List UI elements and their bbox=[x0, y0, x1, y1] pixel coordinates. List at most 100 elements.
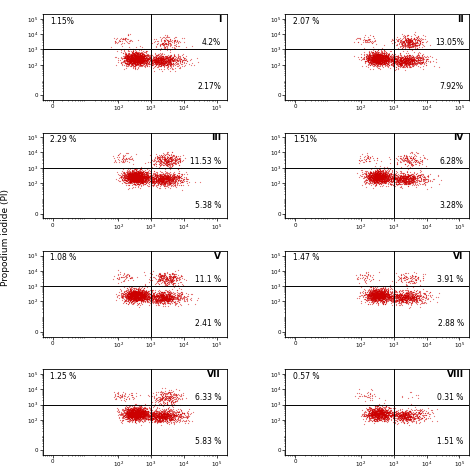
Point bbox=[130, 53, 137, 60]
Point bbox=[168, 276, 175, 284]
Point bbox=[371, 175, 379, 183]
Point bbox=[158, 291, 165, 299]
Point bbox=[423, 295, 431, 303]
Point bbox=[130, 293, 138, 301]
Point bbox=[369, 180, 376, 188]
Point bbox=[169, 273, 177, 280]
Point bbox=[365, 178, 373, 185]
Point bbox=[163, 169, 170, 176]
Point bbox=[138, 293, 146, 301]
Point bbox=[376, 177, 384, 185]
Point bbox=[399, 274, 407, 282]
Point bbox=[399, 56, 406, 64]
Point bbox=[135, 56, 143, 64]
Point bbox=[366, 172, 374, 180]
Point bbox=[407, 149, 414, 157]
Point bbox=[378, 172, 386, 179]
Point bbox=[165, 296, 173, 304]
Point bbox=[155, 178, 163, 186]
Point bbox=[400, 55, 407, 62]
Point bbox=[132, 411, 140, 419]
Point bbox=[131, 171, 138, 178]
Point bbox=[376, 291, 383, 299]
Point bbox=[382, 172, 390, 180]
Point bbox=[365, 54, 373, 62]
Point bbox=[136, 287, 143, 295]
Point bbox=[164, 290, 171, 297]
Point bbox=[125, 170, 132, 178]
Point bbox=[382, 179, 390, 186]
Point bbox=[152, 176, 160, 183]
Point bbox=[165, 280, 173, 288]
Point bbox=[370, 53, 377, 60]
Point bbox=[388, 411, 395, 419]
Point bbox=[176, 173, 183, 181]
Point bbox=[376, 55, 383, 62]
Point bbox=[176, 157, 183, 164]
Point bbox=[373, 293, 381, 301]
Point bbox=[164, 176, 172, 184]
Point bbox=[150, 56, 158, 64]
Point bbox=[371, 412, 379, 419]
Point bbox=[133, 287, 141, 295]
Point bbox=[363, 401, 371, 409]
Point bbox=[155, 410, 163, 418]
Point bbox=[172, 173, 180, 181]
Point bbox=[414, 177, 422, 184]
Point bbox=[405, 159, 412, 166]
Point bbox=[133, 178, 141, 185]
Point bbox=[139, 419, 146, 426]
Point bbox=[170, 273, 178, 281]
Point bbox=[139, 403, 146, 410]
Point bbox=[130, 292, 137, 299]
Point bbox=[394, 410, 401, 418]
Point bbox=[408, 59, 416, 67]
Point bbox=[401, 414, 409, 422]
Point bbox=[370, 289, 378, 297]
Point bbox=[373, 57, 380, 64]
Point bbox=[180, 54, 188, 62]
Point bbox=[134, 177, 141, 184]
Point bbox=[164, 176, 171, 183]
Point bbox=[368, 172, 376, 179]
Point bbox=[371, 174, 379, 182]
Point bbox=[130, 285, 137, 292]
Point bbox=[158, 412, 166, 419]
Point bbox=[128, 413, 135, 420]
Point bbox=[362, 290, 370, 298]
Point bbox=[382, 178, 389, 185]
Point bbox=[120, 407, 128, 414]
Point bbox=[382, 53, 390, 60]
Point bbox=[408, 413, 416, 420]
Point bbox=[150, 293, 158, 301]
Point bbox=[152, 413, 159, 420]
Point bbox=[368, 413, 375, 420]
Point bbox=[370, 58, 378, 66]
Point bbox=[373, 296, 381, 303]
Point bbox=[382, 409, 389, 416]
Point bbox=[124, 31, 132, 38]
Point bbox=[369, 296, 377, 303]
Point bbox=[118, 175, 126, 182]
Point bbox=[160, 274, 167, 282]
Point bbox=[150, 292, 157, 300]
Point bbox=[392, 412, 399, 419]
Point bbox=[369, 297, 377, 304]
Point bbox=[166, 61, 174, 69]
Point bbox=[161, 295, 169, 303]
Point bbox=[155, 393, 163, 401]
Point bbox=[398, 277, 405, 284]
Point bbox=[133, 290, 140, 298]
Point bbox=[377, 410, 384, 418]
Point bbox=[157, 175, 165, 182]
Point bbox=[369, 275, 376, 283]
Point bbox=[129, 55, 137, 63]
Point bbox=[377, 408, 385, 415]
Point bbox=[126, 52, 134, 59]
Point bbox=[161, 150, 168, 158]
Point bbox=[370, 173, 378, 181]
Point bbox=[166, 37, 173, 45]
Point bbox=[360, 293, 367, 301]
Point bbox=[126, 57, 134, 65]
Point bbox=[127, 410, 135, 417]
